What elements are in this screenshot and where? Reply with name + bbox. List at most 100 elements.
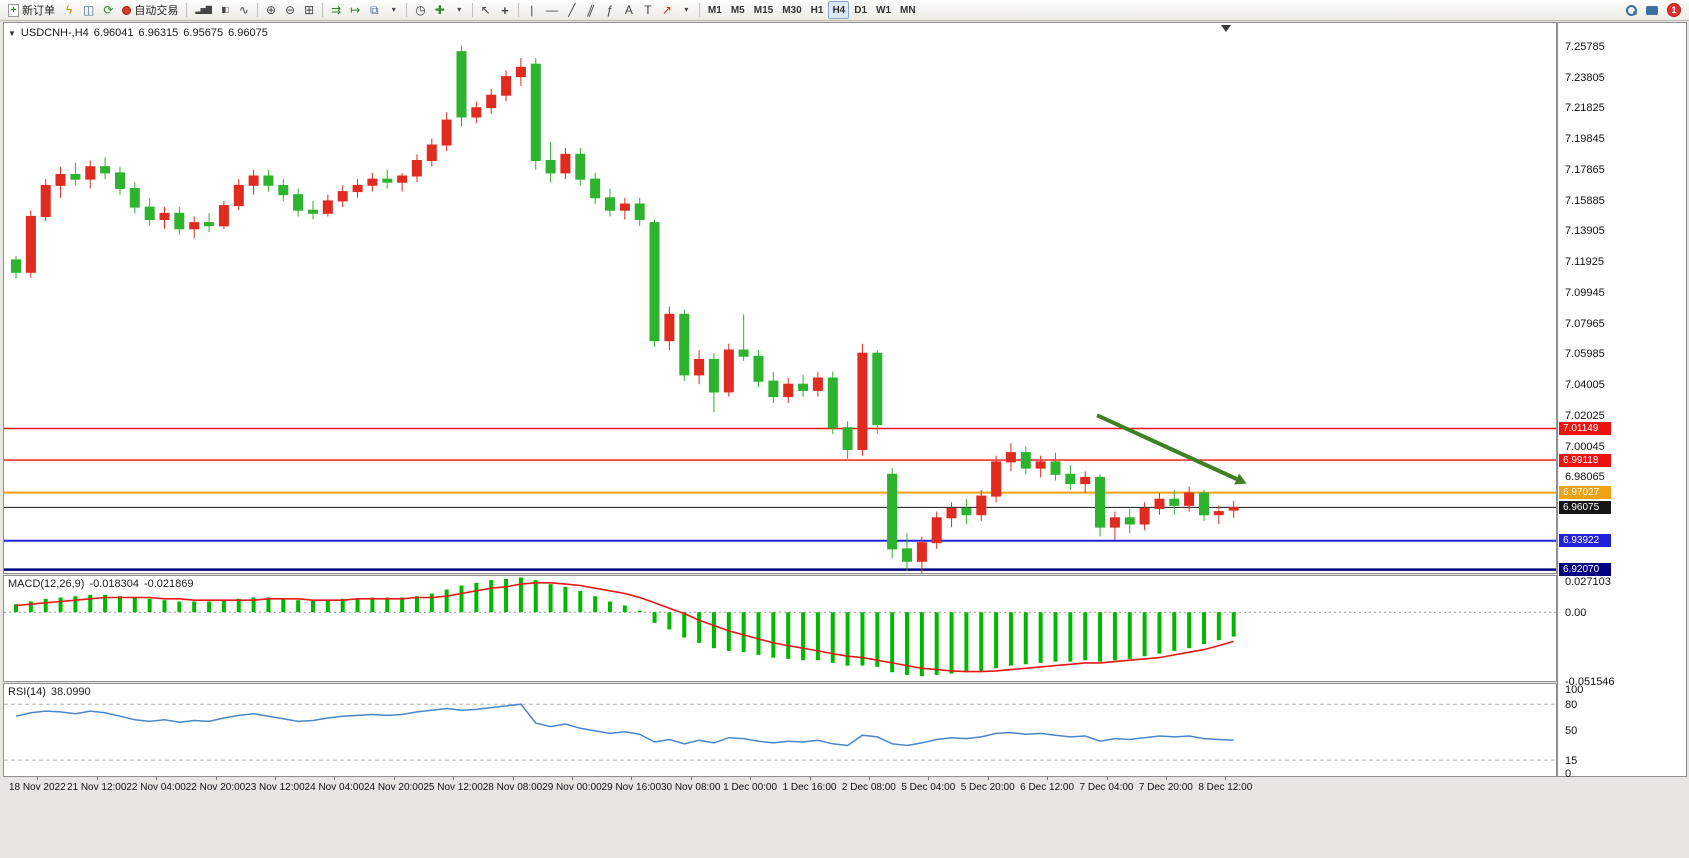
arrows-button[interactable]: ↗ xyxy=(658,1,676,19)
clock-button[interactable]: ◷ xyxy=(411,1,429,19)
macd-signal-value: -0.021869 xyxy=(143,578,194,590)
timeframe-w1-button[interactable]: W1 xyxy=(872,1,895,19)
pivot-line-orange-badge[interactable]: 6.97027 xyxy=(1559,486,1611,500)
zoom-out-button[interactable]: ⊖ xyxy=(281,1,299,19)
metaeditor-button[interactable]: ϟ xyxy=(60,1,78,19)
line-chart-button[interactable]: ∿ xyxy=(235,1,253,19)
macd-signal-line xyxy=(15,582,1234,673)
chart-window-button[interactable]: ◫ xyxy=(79,1,98,19)
objects-dropdown[interactable]: ▾ xyxy=(677,1,695,19)
toolbar-separator xyxy=(406,3,408,17)
price-axis-tick: 7.00045 xyxy=(1565,440,1605,453)
timeframe-m15-button[interactable]: M15 xyxy=(750,1,777,19)
refresh-button[interactable]: ⟳ xyxy=(99,1,117,19)
support-line-lower-badge[interactable]: 6.92070 xyxy=(1559,563,1611,577)
trend-arrow[interactable] xyxy=(1096,413,1238,481)
time-axis-label: 1 Dec 00:00 xyxy=(723,782,778,793)
time-axis[interactable]: 18 Nov 2022 21 Nov 12:00 22 Nov 04:00 22 No… xyxy=(3,777,1687,798)
macd-chart[interactable] xyxy=(4,576,1556,681)
trend-arrow-head xyxy=(1234,473,1247,485)
price-chart-panel[interactable] xyxy=(3,22,1557,574)
one-click-trading-icon[interactable]: ▼ xyxy=(8,29,16,38)
text-button[interactable]: A xyxy=(620,1,638,19)
toolbar-separator xyxy=(322,3,324,17)
bid-price-line-badge[interactable]: 6.96075 xyxy=(1559,500,1611,514)
timeframe-h1-button-label: H1 xyxy=(810,4,824,16)
search-button[interactable] xyxy=(1621,1,1641,19)
timeframe-h4-button[interactable]: H4 xyxy=(828,1,850,19)
timeframe-m1-button[interactable]: M1 xyxy=(704,1,726,19)
time-axis-label: 24 Nov 20:00 xyxy=(363,782,424,793)
macd-histogram xyxy=(14,577,1236,677)
price-axis-tick: 6.98065 xyxy=(1565,471,1605,484)
tile-windows-button[interactable]: ⊞ xyxy=(300,1,318,19)
price-axis-tick: 7.09945 xyxy=(1565,286,1605,299)
zoom-in-button[interactable]: ⊕ xyxy=(262,1,280,19)
notification-badge[interactable]: 1 xyxy=(1663,1,1685,19)
resistance-line-upper-badge[interactable]: 7.01149 xyxy=(1559,422,1611,435)
price-axis[interactable]: 7.25785 7.23805 7.21825 7.19845 7.17865 7.158… xyxy=(1557,22,1687,780)
time-axis-label: 23 Nov 12:00 xyxy=(245,782,305,793)
resistance-line-lower-badge[interactable]: 6.99118 xyxy=(1559,453,1611,467)
new-chart-button[interactable]: ⧉ xyxy=(365,1,383,19)
timeframe-d1-button[interactable]: D1 xyxy=(850,1,871,19)
fibonacci-button[interactable]: ƒ xyxy=(601,1,619,19)
rsi-panel[interactable] xyxy=(3,683,1557,777)
candlestick-button[interactable]: ▮▯ xyxy=(216,1,234,19)
rsi-name: RSI(14) xyxy=(8,686,46,698)
time-axis-tick xyxy=(274,777,276,780)
horizontal-line-button[interactable]: ― xyxy=(542,1,562,19)
chart-shift-button[interactable]: ↦ xyxy=(346,1,364,19)
time-axis-label: 2 Dec 08:00 xyxy=(841,782,896,793)
time-axis-label: 5 Dec 20:00 xyxy=(960,782,1015,793)
indicators-button[interactable]: ✚ xyxy=(431,1,449,19)
chat-button[interactable] xyxy=(1642,1,1662,19)
candlestick-chart[interactable] xyxy=(4,23,1556,573)
trendline-button[interactable]: ╱ xyxy=(563,1,581,19)
time-axis-tick xyxy=(1106,777,1108,780)
time-axis-tick xyxy=(868,777,870,780)
timeframe-m30-button[interactable]: M30 xyxy=(778,1,805,19)
time-axis-tick xyxy=(1165,777,1167,780)
price-axis-tick: 7.02025 xyxy=(1565,409,1605,422)
cursor-button[interactable]: ↖ xyxy=(477,1,495,19)
timeframe-h1-button[interactable]: H1 xyxy=(807,1,828,19)
chevron-down-icon: ▾ xyxy=(391,5,396,14)
toolbar-separator xyxy=(698,3,700,17)
lightning-icon: ϟ xyxy=(65,3,73,17)
time-axis-tick xyxy=(215,777,217,780)
rsi-axis-tick: 0 xyxy=(1565,768,1572,780)
channel-button[interactable]: ∥ xyxy=(582,1,600,19)
profiles-dropdown[interactable]: ▾ xyxy=(384,1,402,19)
bar-chart-button[interactable]: ▂▅▇ xyxy=(191,1,214,19)
toolbar-separator xyxy=(256,3,258,17)
rsi-chart[interactable] xyxy=(4,684,1556,776)
timeframe-m5-button[interactable]: M5 xyxy=(727,1,749,19)
macd-panel[interactable] xyxy=(3,575,1557,682)
time-axis-label: 22 Nov 04:00 xyxy=(126,782,186,793)
macd-axis-tick: -0.051546 xyxy=(1565,676,1615,688)
time-axis-label: 6 Dec 12:00 xyxy=(1020,782,1075,793)
vertical-line-button[interactable]: | xyxy=(523,1,541,19)
support-line-upper-badge[interactable]: 6.93922 xyxy=(1559,534,1611,548)
crosshair-button[interactable]: + xyxy=(496,1,514,19)
timeframe-mn-button[interactable]: MN xyxy=(896,1,920,19)
timeframe-m15-button-label: M15 xyxy=(753,4,774,16)
channel-icon: ∥ xyxy=(585,3,597,17)
time-axis-tick xyxy=(809,777,811,780)
price-axis-tick: 7.07965 xyxy=(1565,317,1605,330)
toolbar-separator xyxy=(517,3,519,17)
time-axis-tick xyxy=(453,777,455,780)
macd-axis-tick: 0.027103 xyxy=(1565,576,1611,588)
time-axis-tick xyxy=(1225,777,1227,780)
new-order-button[interactable]: + 新订单 xyxy=(4,1,59,19)
autotrading-button[interactable]: 自动交易 xyxy=(118,1,182,19)
auto-scroll-button[interactable]: ⇉ xyxy=(327,1,345,19)
bar-chart-icon: ▂▅▇ xyxy=(195,5,212,14)
time-axis-label: 1 Dec 16:00 xyxy=(782,782,837,793)
indicators-dropdown[interactable]: ▾ xyxy=(450,1,468,19)
time-axis-tick xyxy=(571,777,573,780)
text-label-button[interactable]: T xyxy=(639,1,657,19)
chart-shift-end-marker[interactable] xyxy=(1221,25,1231,32)
